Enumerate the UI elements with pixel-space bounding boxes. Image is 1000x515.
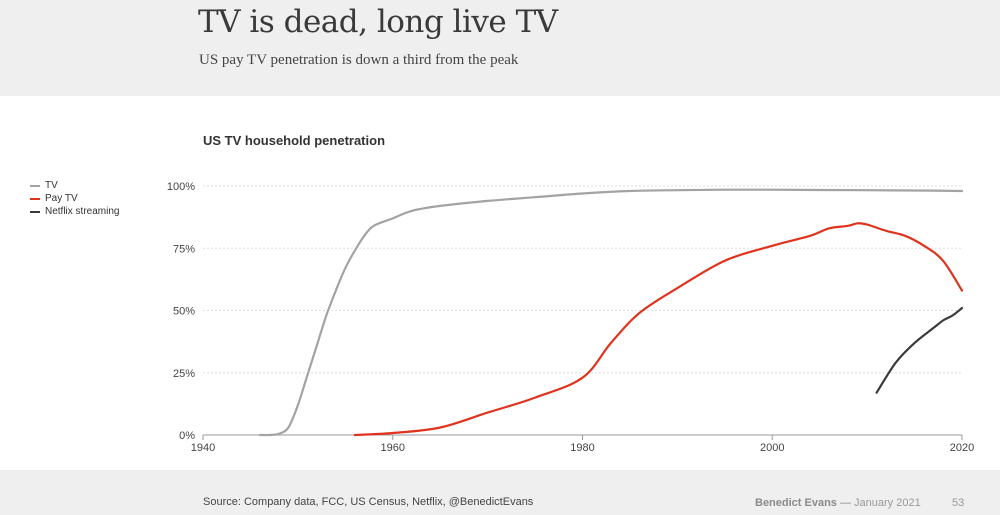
legend-item-netflix: Netflix streaming [30,205,119,218]
x-tick-label: 1960 [381,442,405,454]
y-tick-label: 50% [173,306,195,318]
header-band [0,0,1000,96]
y-tick-label: 0% [179,430,195,442]
axis-layer: 0% 25% 50% 75% 100% 1940 1960 1980 2000 2020 [167,181,974,454]
x-tick-label: 2020 [950,442,974,454]
chart-legend: TV Pay TV Netflix streaming [30,179,119,218]
series-line-netflix-streaming [875,306,964,394]
page-number: 53 [952,497,965,509]
source-note: Source: Company data, FCC, US Census, Ne… [203,496,534,508]
page-title: TV is dead, long live TV [198,4,558,40]
x-tick-label: 2000 [760,442,784,454]
x-tick-label: 1940 [191,442,215,454]
legend-label-pay-tv: Pay TV [45,193,78,204]
footer-band [0,470,1000,515]
legend-item-pay-tv: Pay TV [30,192,119,205]
legend-swatch-pay-tv [30,197,40,200]
legend-item-tv: TV [30,179,119,192]
page-subtitle: US pay TV penetration is down a third fr… [199,52,519,68]
grid-layer [203,185,962,374]
author-separator: — [839,497,851,509]
author-credit: Benedict Evans — January 2021 [755,497,921,509]
legend-swatch-tv [30,184,40,187]
chart-title: US TV household penetration [203,133,386,148]
series-line-pay-tv [353,222,964,437]
author-name: Benedict Evans [755,497,837,509]
y-tick-label: 75% [173,243,195,255]
y-tick-label: 25% [173,368,195,380]
legend-swatch-netflix [30,210,40,213]
presentation-date: January 2021 [854,497,921,509]
series-layer [258,188,964,437]
series-line-tv [258,188,964,437]
x-tick-label: 1980 [570,442,594,454]
y-tick-label: 100% [167,181,195,193]
legend-label-netflix: Netflix streaming [45,206,120,217]
legend-label-tv: TV [45,180,58,191]
